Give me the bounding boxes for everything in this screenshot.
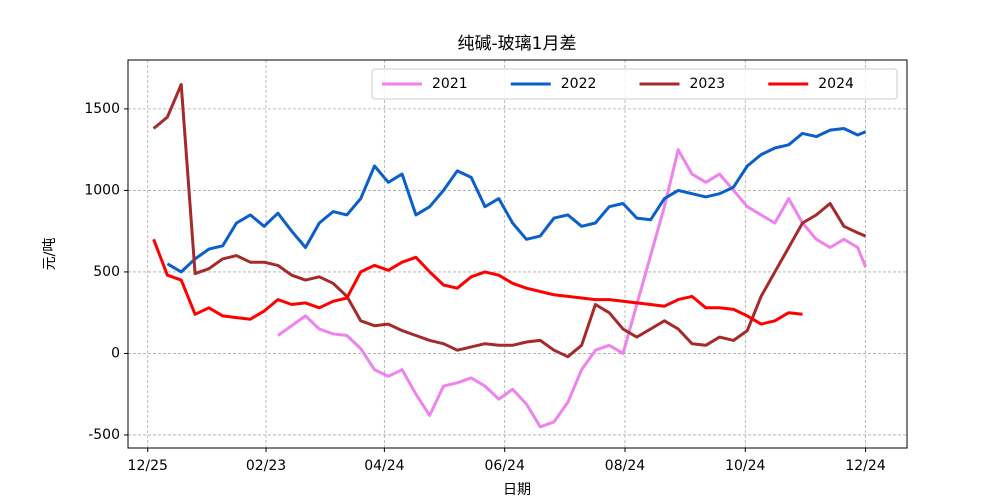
chart-title: 纯碱-玻璃1月差 <box>458 34 577 54</box>
x-tick-label: 04/24 <box>364 458 404 474</box>
x-tick-label: 08/24 <box>605 458 645 474</box>
x-tick-label: 12/25 <box>128 458 168 474</box>
x-tick-label: 02/23 <box>246 458 286 474</box>
legend-box <box>371 68 898 100</box>
legend-label: 2022 <box>561 76 597 92</box>
y-axis-label: 元/吨 <box>42 238 58 271</box>
series-line <box>166 127 867 274</box>
legend-label: 2021 <box>432 76 468 92</box>
x-tick-label: 06/24 <box>485 458 525 474</box>
x-tick-label: 10/24 <box>725 458 765 474</box>
legend-label: 2024 <box>818 76 854 92</box>
y-tick-label: 1000 <box>84 182 120 198</box>
plot-frame <box>127 59 908 449</box>
y-tick-label: -500 <box>88 427 120 443</box>
series-line <box>152 238 803 326</box>
x-axis-label: 日期 <box>503 482 531 498</box>
series-line <box>277 148 867 429</box>
y-tick-label: 0 <box>111 345 120 361</box>
legend-label: 2023 <box>690 76 726 92</box>
x-tick-label: 12/24 <box>845 458 885 474</box>
y-tick-label: 500 <box>93 264 120 280</box>
y-tick-label: 1500 <box>84 101 120 117</box>
